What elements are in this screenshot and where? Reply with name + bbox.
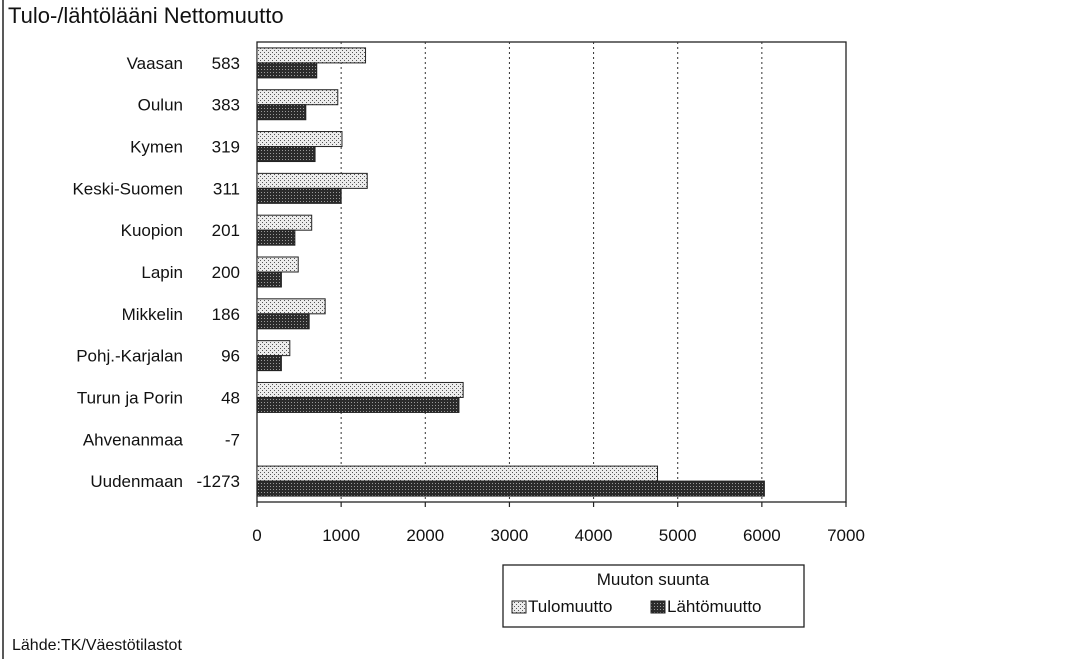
legend-label-tulomuutto: Tulomuutto xyxy=(528,597,612,616)
category-label: Pohj.-Karjalan xyxy=(76,347,183,366)
bar-lhtmuutto-6 xyxy=(256,313,310,330)
category-label: Mikkelin xyxy=(122,305,183,324)
category-label: Lapin xyxy=(141,263,183,282)
x-tick-label: 5000 xyxy=(659,526,697,545)
bar-lhtmuutto-1 xyxy=(256,104,307,121)
category-label: Ahvenanmaa xyxy=(83,430,184,449)
net-value-label: 186 xyxy=(212,305,240,324)
net-value-label: 319 xyxy=(212,138,240,157)
bar-tulomuutto-7 xyxy=(256,340,291,357)
category-labels: Vaasan Oulun Kymen Keski-Suomen Kuopion Lapin… xyxy=(72,54,183,491)
legend-box xyxy=(502,564,805,628)
net-value-label: 201 xyxy=(212,221,240,240)
category-label: Kuopion xyxy=(121,221,183,240)
plot-area xyxy=(256,41,847,503)
bar-tulomuutto-4 xyxy=(256,214,313,231)
bar-lhtmuutto-5 xyxy=(256,271,282,288)
x-tick-label: 6000 xyxy=(743,526,781,545)
category-label: Keski-Suomen xyxy=(72,179,183,198)
bars xyxy=(256,47,765,497)
net-value-labels: 583 383 319 311 201 200 186 96 48 -7 -1273 xyxy=(197,54,240,491)
bar-lhtmuutto-3 xyxy=(256,187,342,204)
category-label: Uudenmaan xyxy=(90,472,183,491)
x-axis-ticks: 0 1000 2000 3000 4000 5000 6000 7000 xyxy=(252,502,865,545)
category-label: Turun ja Porin xyxy=(77,388,183,407)
x-tick-label: 0 xyxy=(252,526,261,545)
legend-swatch-lahtomuutto xyxy=(650,600,666,614)
bar-tulomuutto-2 xyxy=(256,131,343,148)
net-value-label: 311 xyxy=(213,179,240,198)
bar-lhtmuutto-10 xyxy=(256,480,765,497)
category-label: Kymen xyxy=(130,138,183,157)
net-value-label: 48 xyxy=(221,388,240,407)
bar-tulomuutto-1 xyxy=(256,89,339,106)
bar-lhtmuutto-8 xyxy=(256,396,460,413)
bar-tulomuutto-8 xyxy=(256,381,464,398)
net-value-label: 583 xyxy=(212,54,240,73)
bar-tulomuutto-3 xyxy=(256,172,368,189)
category-label: Oulun xyxy=(138,96,183,115)
category-label: Vaasan xyxy=(127,54,183,73)
bar-tulomuutto-5 xyxy=(256,256,299,273)
x-tick-label: 7000 xyxy=(827,526,865,545)
x-tick-label: 2000 xyxy=(406,526,444,545)
bar-lhtmuutto-7 xyxy=(256,355,282,372)
net-value-label: 200 xyxy=(212,263,240,282)
net-value-label: -1273 xyxy=(197,472,240,491)
chart-title: Tulo-/lähtölääni Nettomuutto xyxy=(8,3,284,28)
source-note: Lähde:TK/Väestötilastot xyxy=(12,637,182,654)
bar-tulomuutto-10 xyxy=(256,465,659,482)
bar-tulomuutto-0 xyxy=(256,47,367,64)
bar-lhtmuutto-4 xyxy=(256,229,296,246)
legend-swatch-tulomuutto xyxy=(511,600,527,614)
bar-lhtmuutto-0 xyxy=(256,62,318,79)
net-value-label: 96 xyxy=(221,347,240,366)
gridlines xyxy=(340,42,763,502)
x-tick-label: 3000 xyxy=(491,526,529,545)
x-tick-label: 1000 xyxy=(322,526,360,545)
bar-tulomuutto-6 xyxy=(256,298,326,315)
net-value-label: -7 xyxy=(225,430,240,449)
legend-label-lahtomuutto: Lähtömuutto xyxy=(667,597,762,616)
x-tick-label: 4000 xyxy=(575,526,613,545)
bar-lhtmuutto-2 xyxy=(256,146,316,163)
legend: Muuton suunta Tulomuutto Lähtömuutto xyxy=(502,564,805,628)
net-value-label: 383 xyxy=(212,96,240,115)
legend-title: Muuton suunta xyxy=(597,570,710,589)
